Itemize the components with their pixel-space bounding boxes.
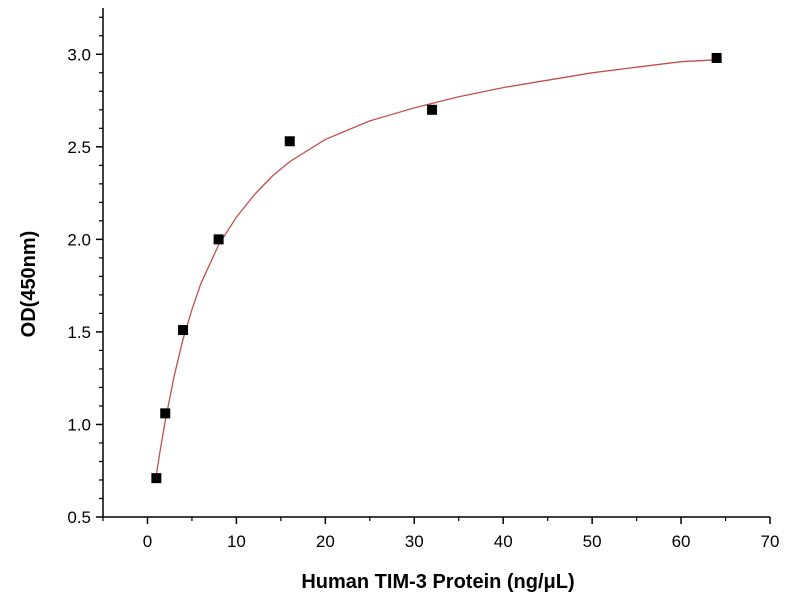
y-tick-label: 3.0 [67, 45, 91, 64]
y-tick-label: 2.0 [67, 230, 91, 249]
x-tick-label: 30 [405, 532, 424, 551]
data-point [711, 52, 722, 63]
data-point [427, 104, 438, 115]
fit-curve [155, 59, 717, 475]
x-tick-label: 40 [494, 532, 513, 551]
x-axis-title: Human TIM-3 Protein (ng/μL) [301, 571, 574, 593]
x-tick-label: 70 [761, 532, 780, 551]
axes [102, 8, 770, 518]
x-tick-label: 0 [143, 532, 152, 551]
data-point [213, 234, 224, 245]
x-tick-label: 50 [583, 532, 602, 551]
x-tick-label: 20 [316, 532, 335, 551]
fit-curve-group [155, 59, 717, 475]
x-tick-label: 10 [227, 532, 246, 551]
data-point [151, 473, 162, 484]
y-tick-label: 1.0 [67, 415, 91, 434]
data-point [160, 408, 171, 419]
y-tick-label: 2.5 [67, 138, 91, 157]
y-tick-label: 1.5 [67, 323, 91, 342]
y-axis-title: OD(450nm) [18, 231, 40, 338]
data-point [284, 136, 295, 147]
ticks: 0 10 20 30 40 50 60 70 0.5 1.0 1.5 2.0 2.5 3.0 [67, 16, 780, 551]
data-point [178, 325, 189, 336]
x-tick-label: 60 [672, 532, 691, 551]
data-points [151, 52, 722, 484]
y-tick-label: 0.5 [67, 508, 91, 527]
